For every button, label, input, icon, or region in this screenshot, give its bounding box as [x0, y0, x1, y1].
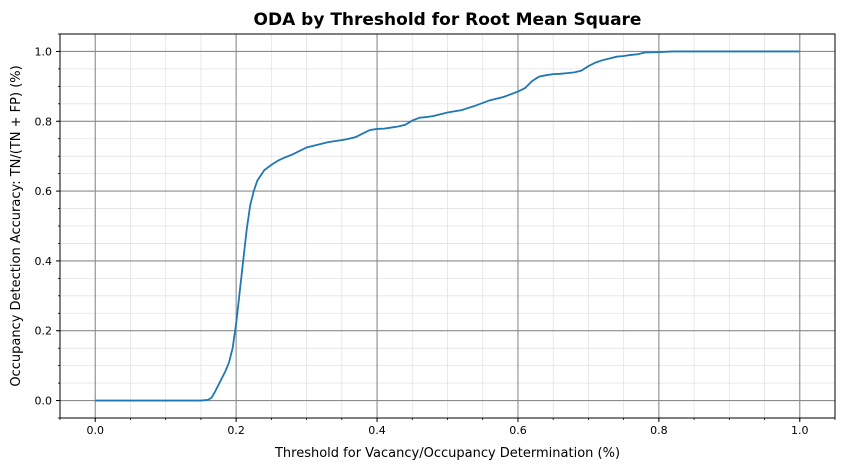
y-tick-label: 0.8 [35, 115, 53, 128]
series-line [95, 50, 800, 402]
y-tick-label: 0.6 [35, 185, 53, 198]
y-tick-labels: 0.0 0.2 0.4 0.6 0.8 1.0 [35, 45, 53, 407]
x-tick-label: 0.8 [650, 424, 668, 437]
minor-grid [59, 33, 836, 419]
axis-ticks [56, 33, 836, 422]
x-tick-label: 0.4 [368, 424, 386, 437]
x-tick-label: 1.0 [791, 424, 809, 437]
y-tick-label: 0.0 [35, 395, 53, 408]
x-tick-label: 0.6 [509, 424, 527, 437]
y-axis-label: Occupancy Detection Accuracy: TN/(TN + F… [9, 65, 24, 386]
chart-title: ODA by Threshold for Root Mean Square [254, 10, 642, 30]
y-tick-label: 0.2 [35, 325, 53, 338]
x-tick-labels: 0.0 0.2 0.4 0.6 0.8 1.0 [86, 424, 808, 437]
x-axis-label: Threshold for Vacancy/Occupancy Determin… [274, 446, 620, 461]
y-tick-label: 1.0 [35, 45, 53, 58]
x-tick-label: 0.2 [227, 424, 245, 437]
x-tick-label: 0.0 [86, 424, 104, 437]
y-tick-label: 0.4 [35, 255, 53, 268]
